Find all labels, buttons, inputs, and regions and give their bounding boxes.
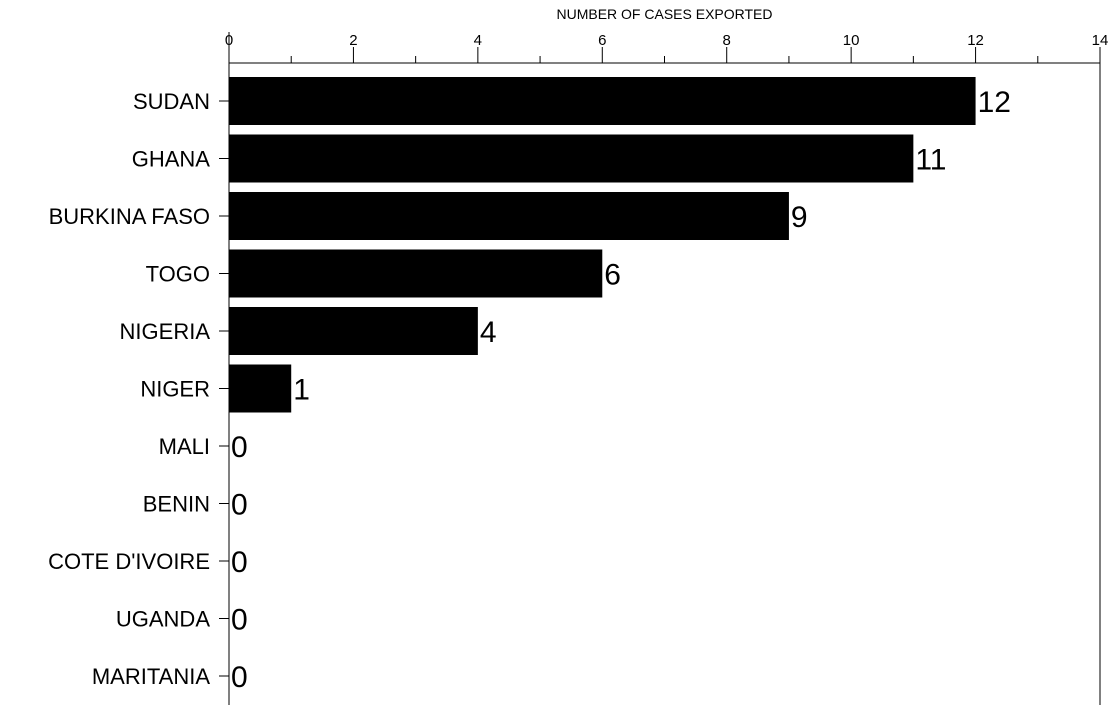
data-label: 11 xyxy=(915,144,946,177)
bars xyxy=(229,77,976,413)
axes: 0 2 4 6 8 10 12 14 xyxy=(219,32,1108,705)
category-label: SUDAN xyxy=(133,89,210,114)
bar xyxy=(229,307,478,355)
x-tick-label: 10 xyxy=(843,32,860,49)
data-label: 0 xyxy=(231,604,248,637)
category-label: TOGO xyxy=(146,262,210,287)
data-label: 9 xyxy=(791,201,808,234)
category-label: MARITANIA xyxy=(92,664,210,689)
category-label: BURKINA FASO xyxy=(49,204,210,229)
x-tick-label: 4 xyxy=(474,32,482,49)
category-label: MALI xyxy=(159,434,210,459)
bar xyxy=(229,249,603,298)
category-label: BENIN xyxy=(143,492,210,517)
data-label: 0 xyxy=(231,546,248,579)
bar xyxy=(229,134,914,183)
x-tick-label: 6 xyxy=(598,32,606,49)
data-labels: 12 11 9 6 4 1 0 0 0 0 0 xyxy=(231,86,1011,694)
x-tick-label: 2 xyxy=(349,32,357,49)
x-tick-label: 0 xyxy=(225,32,233,49)
data-label: 0 xyxy=(231,431,248,464)
x-tick-label: 12 xyxy=(967,32,984,49)
x-axis-title: NUMBER OF CASES EXPORTED xyxy=(556,6,772,22)
category-label: NIGER xyxy=(140,377,210,402)
data-label: 12 xyxy=(978,86,1011,119)
bar xyxy=(229,192,789,240)
category-label: UGANDA xyxy=(116,607,210,632)
data-label: 0 xyxy=(231,489,248,522)
data-label: 1 xyxy=(293,374,310,407)
data-label: 0 xyxy=(231,661,248,694)
bar xyxy=(229,77,976,125)
category-label: NIGERIA xyxy=(120,319,211,344)
data-label: 4 xyxy=(480,316,497,349)
category-label: COTE D'IVOIRE xyxy=(48,549,210,574)
x-tick-label: 14 xyxy=(1092,32,1109,49)
category-label: GHANA xyxy=(132,147,211,172)
bar xyxy=(229,364,292,413)
data-label: 6 xyxy=(604,259,621,292)
x-tick-label: 8 xyxy=(723,32,731,49)
category-labels: SUDAN GHANA BURKINA FASO TOGO NIGERIA NIGER MA… xyxy=(48,89,210,689)
